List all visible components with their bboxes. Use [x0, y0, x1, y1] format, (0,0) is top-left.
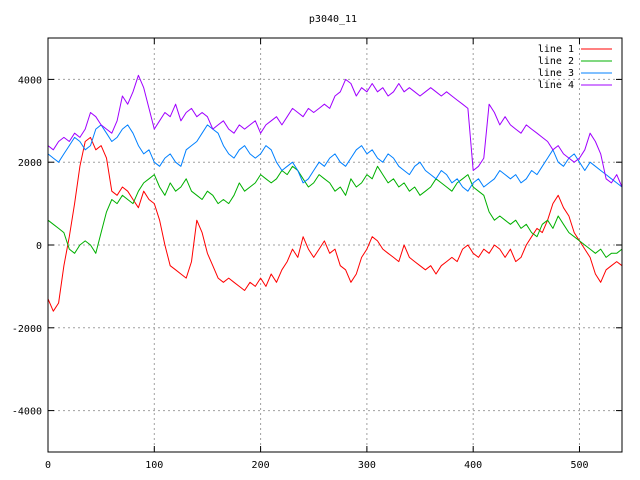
legend-label-1: line 1: [538, 44, 574, 55]
grid-lines: [48, 38, 622, 452]
series-line-2: [47, 165, 623, 258]
axis-ticks: 0 100 200 300 400 500 -4000 -2000 0 2000 4000: [12, 38, 622, 471]
legend-label-3: line 3: [538, 68, 574, 79]
legend-label-4: line 4: [538, 80, 574, 91]
legend-label-2: line 2: [538, 56, 574, 67]
x-tick-label-5: 500: [570, 460, 588, 471]
x-tick-label-2: 200: [252, 460, 270, 471]
y-tick-label-1: -2000: [12, 324, 42, 335]
x-tick-label-4: 400: [464, 460, 482, 471]
y-tick-label-0: -4000: [12, 407, 42, 418]
series-group: [47, 74, 623, 312]
y-tick-label-2: 0: [36, 241, 42, 252]
y-tick-label-3: 2000: [18, 158, 42, 169]
x-tick-label-3: 300: [358, 460, 376, 471]
y-tick-label-4: 4000: [18, 75, 42, 86]
series-line-1: [47, 136, 623, 312]
x-tick-label-0: 0: [45, 460, 51, 471]
chart-title: p3040_11: [309, 14, 357, 25]
x-tick-label-1: 100: [145, 460, 163, 471]
series-line-4: [47, 74, 623, 188]
series-line-3: [47, 124, 623, 192]
